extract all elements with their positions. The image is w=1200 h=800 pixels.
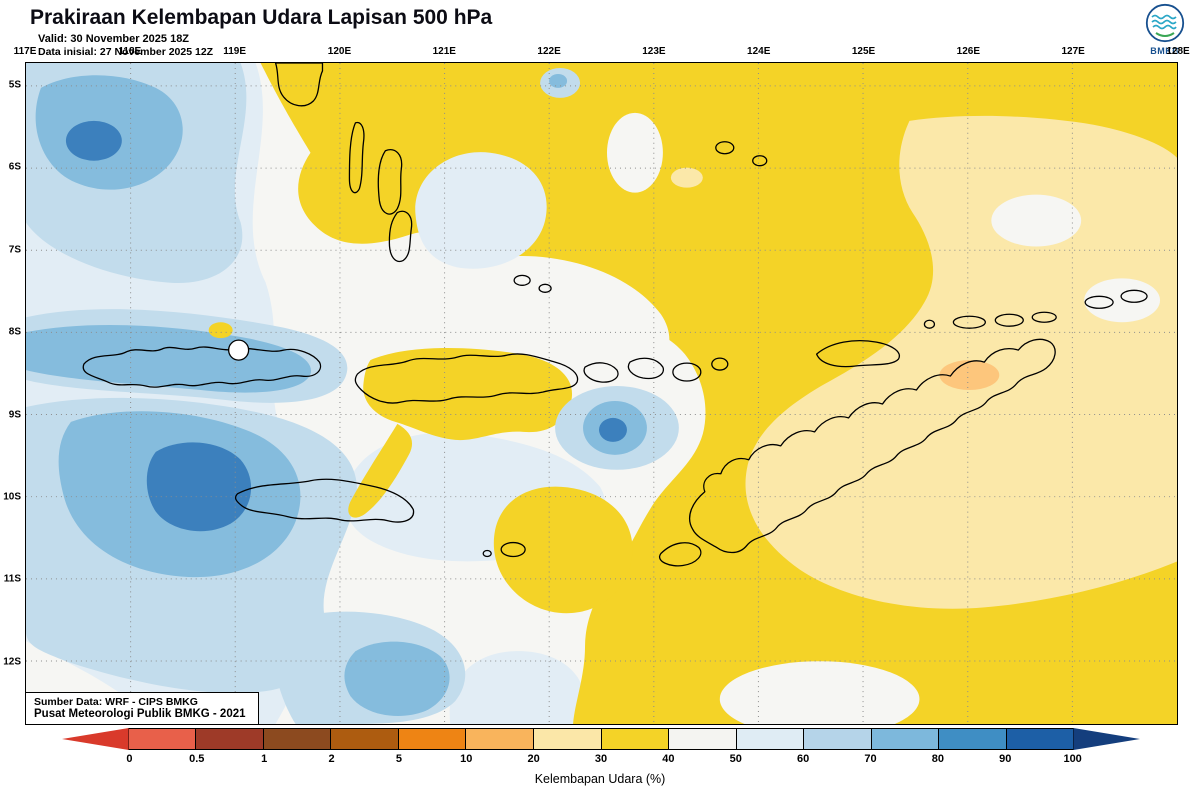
colorbar-segment [262,728,332,750]
colorbar-segment [127,728,197,750]
humidity-field [26,63,1177,724]
colorbar-tick-label: 20 [527,753,540,765]
colorbar-segment [600,728,670,750]
lat-label: 9S [8,409,21,421]
lon-label: 124E [747,46,771,57]
colorbar-tick-label: 0 [126,753,133,765]
colorbar-segment [1005,728,1075,750]
colorbar-tick-label: 100 [1063,753,1082,765]
colorbar-tick-label: 90 [999,753,1012,765]
colorbar-segment [397,728,467,750]
colorbar-segment [330,728,399,750]
coastlines [82,63,1148,567]
lat-label: 7S [8,244,21,256]
colorbar-tick-label: 5 [395,753,402,765]
colorbar-segment [465,728,534,750]
lon-label: 125E [851,46,876,57]
publisher-text: Pusat Meteorologi Publik BMKG - 2021 [34,708,246,720]
page-title: Prakiraan Kelembapan Udara Lapisan 500 h… [30,6,493,29]
colorbar-tick-label: 70 [864,753,877,765]
colorbar-segment [938,728,1007,750]
lon-label: 118E [118,46,142,57]
colorbar-tick-label: 60 [797,753,810,765]
credits-box: Sumber Data: WRF - CIPS BMKG Pusat Meteo… [26,692,259,724]
colorbar-tick-label: 1 [261,753,268,765]
colorbar-tick-label: 10 [460,753,473,765]
lon-label: 123E [642,46,666,57]
lon-label: 120E [327,46,352,57]
lat-label: 11S [3,573,21,585]
bmkg-logo: BMKG [1142,3,1188,56]
lat-label: 5S [8,79,21,91]
colorbar-tick-label: 30 [594,753,608,765]
longitude-axis: 117E 118E 119E 120E 121E 122E 123E 124E … [14,46,1190,60]
lat-label: 10S [3,491,21,503]
bmkg-logo-icon [1145,3,1185,43]
colorbar-tick-label: 2 [328,753,335,765]
lon-label: 117E [13,46,37,57]
colorbar-segment [62,728,129,750]
colorbar-segment [195,728,264,750]
colorbar-segment [870,728,940,750]
latitude-axis: 5S 6S 7S 8S 9S 10S 11S 12S [0,62,23,725]
colorbar-tick-label: 50 [729,753,742,765]
lat-label: 6S [8,161,21,173]
colorbar [62,728,1140,750]
lat-label: 8S [8,326,21,338]
colorbar-tick-label: 80 [931,753,944,765]
lon-label: 128E [1166,46,1190,57]
lon-label: 127E [1061,46,1085,57]
colorbar-segment [735,728,805,750]
colorbar-segment [668,728,737,750]
colorbar-segment [1073,728,1140,750]
lon-label: 126E [956,46,981,57]
colorbar-tick-label: 40 [662,753,675,765]
data-source-text: Sumber Data: WRF - CIPS BMKG [34,696,198,708]
lat-label: 12S [3,656,21,668]
colorbar-segment [532,728,602,750]
lon-label: 122E [537,46,561,57]
lon-label: 121E [432,46,456,57]
valid-time-text: Valid: 30 November 2025 18Z [38,33,190,45]
colorbar-tick-label: 0.5 [189,753,205,765]
colorbar-caption: Kelembapan Udara (%) [534,772,666,786]
init-time-text: Data inisial: 27 November 2025 12Z [38,46,214,58]
gridlines [26,63,1177,724]
colorbar-ticks: 0 0.5 1 2 5 10 20 30 40 50 60 70 80 90 1… [62,753,1140,767]
humidity-shading [26,63,1177,724]
lon-label: 119E [223,46,247,57]
bmkg-logo-label: BMKG [1150,46,1180,56]
map-canvas: Sumber Data: WRF - CIPS BMKG Pusat Meteo… [25,62,1178,725]
colorbar-segment [803,728,872,750]
